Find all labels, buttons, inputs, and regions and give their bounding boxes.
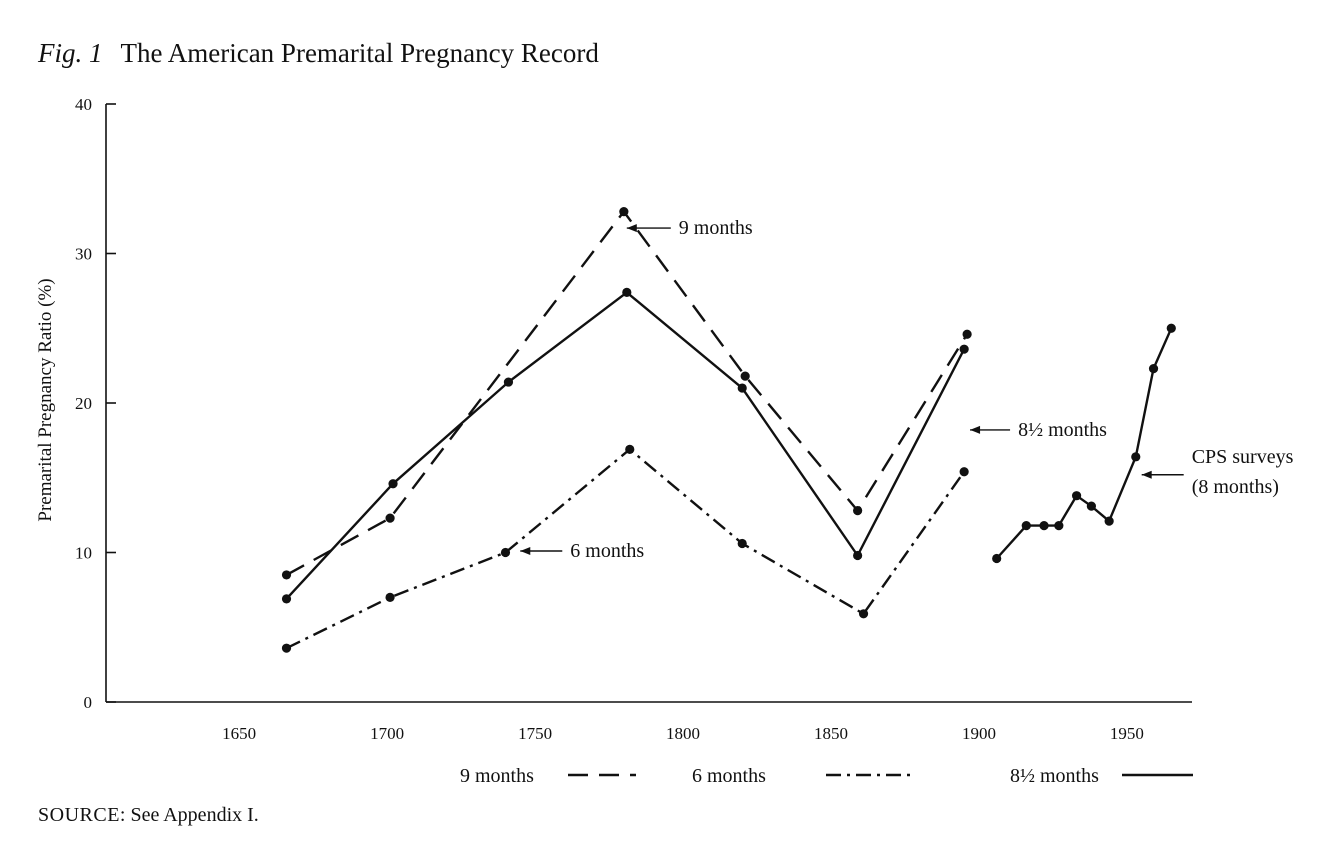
data-point: [503, 377, 514, 387]
data-point: [281, 570, 292, 580]
data-point: [1021, 520, 1031, 531]
arrowhead: [1141, 470, 1152, 479]
data-point: [625, 444, 635, 454]
data-point: [619, 207, 629, 217]
arrowhead: [970, 425, 981, 434]
source-note: SOURCE: See Appendix I.: [38, 804, 259, 827]
y-tick-label: 0: [84, 693, 93, 712]
data-point: [1071, 491, 1082, 501]
data-point: [992, 553, 1002, 564]
data-point: [385, 592, 395, 602]
annotation-3: CPS surveys (8 months): [1141, 446, 1294, 498]
y-axis-label: Premarital Pregnancy Ratio (%): [35, 278, 56, 521]
data-point: [962, 329, 972, 339]
source-text: See Appendix I.: [130, 804, 259, 826]
y-tick-label: 20: [75, 394, 92, 413]
data-point: [853, 550, 863, 561]
annotation-label: (8 months): [1192, 476, 1279, 498]
legend-item-0: 9 months: [460, 765, 636, 787]
source-separator: :: [119, 804, 131, 826]
x-tick-label: 1850: [814, 724, 848, 743]
data-point: [1039, 520, 1049, 531]
series-0: [281, 207, 972, 580]
data-point: [959, 467, 969, 477]
data-point: [1086, 501, 1096, 511]
legend-label: 8½ months: [1010, 765, 1099, 787]
figure-title: The American Premarital Pregnancy Record: [120, 38, 599, 68]
legend: 9 months 6 months 8½ months: [460, 765, 1193, 787]
series-line: [995, 327, 1173, 560]
source-label: SOURCE: [38, 804, 120, 826]
axes: 0 10 20 30 40 1650 1700 1750 1800 1850 1900 1950 Pre…: [35, 95, 1192, 743]
series-line: [285, 210, 969, 576]
annotation-0: 9 months: [626, 217, 753, 239]
data-point: [388, 479, 398, 489]
data-point: [281, 643, 292, 653]
data-point: [737, 383, 747, 393]
annotation-2: 6 months: [520, 540, 644, 562]
series-layer: [281, 207, 1176, 653]
legend-item-2: 8½ months: [1010, 765, 1193, 787]
data-point: [740, 371, 750, 381]
series-1: [281, 444, 969, 653]
x-tick-label: 1650: [222, 724, 256, 743]
chart-title: Fig. 1 The American Premarital Pregnancy …: [38, 38, 599, 69]
data-point: [1104, 516, 1114, 526]
y-tick-label: 40: [75, 95, 92, 114]
data-point: [500, 547, 511, 558]
figure-number: Fig. 1: [38, 38, 103, 68]
data-point: [858, 609, 869, 619]
data-point: [1131, 452, 1141, 462]
data-point: [1166, 323, 1176, 333]
data-point: [385, 513, 395, 523]
data-point: [737, 538, 747, 549]
arrowhead: [626, 224, 637, 233]
annotations-layer: 9 months 8½ months 6 months CPS surveys (8 m…: [520, 217, 1294, 562]
annotation-label: 8½ months: [1018, 419, 1107, 441]
series-3: [992, 323, 1176, 564]
x-tick-label: 1700: [370, 724, 404, 743]
annotation-label: 9 months: [679, 217, 753, 239]
data-point: [281, 594, 292, 604]
x-tick-label: 1950: [1110, 724, 1144, 743]
legend-label: 6 months: [692, 765, 766, 787]
data-point: [622, 287, 632, 297]
data-point: [1148, 364, 1159, 374]
y-tick-label: 10: [75, 544, 92, 563]
x-tick-label: 1750: [518, 724, 552, 743]
arrowhead: [520, 547, 531, 556]
series-2: [281, 287, 969, 604]
data-point: [853, 506, 863, 516]
x-tick-label: 1900: [962, 724, 996, 743]
annotation-label: 6 months: [570, 540, 644, 562]
annotation-label: CPS surveys: [1192, 446, 1294, 468]
x-tick-label: 1800: [666, 724, 700, 743]
data-point: [959, 344, 969, 354]
legend-label: 9 months: [460, 765, 534, 787]
data-point: [1054, 520, 1064, 531]
annotation-1: 8½ months: [970, 419, 1107, 441]
legend-item-1: 6 months: [692, 765, 912, 787]
y-tick-label: 30: [75, 245, 92, 264]
